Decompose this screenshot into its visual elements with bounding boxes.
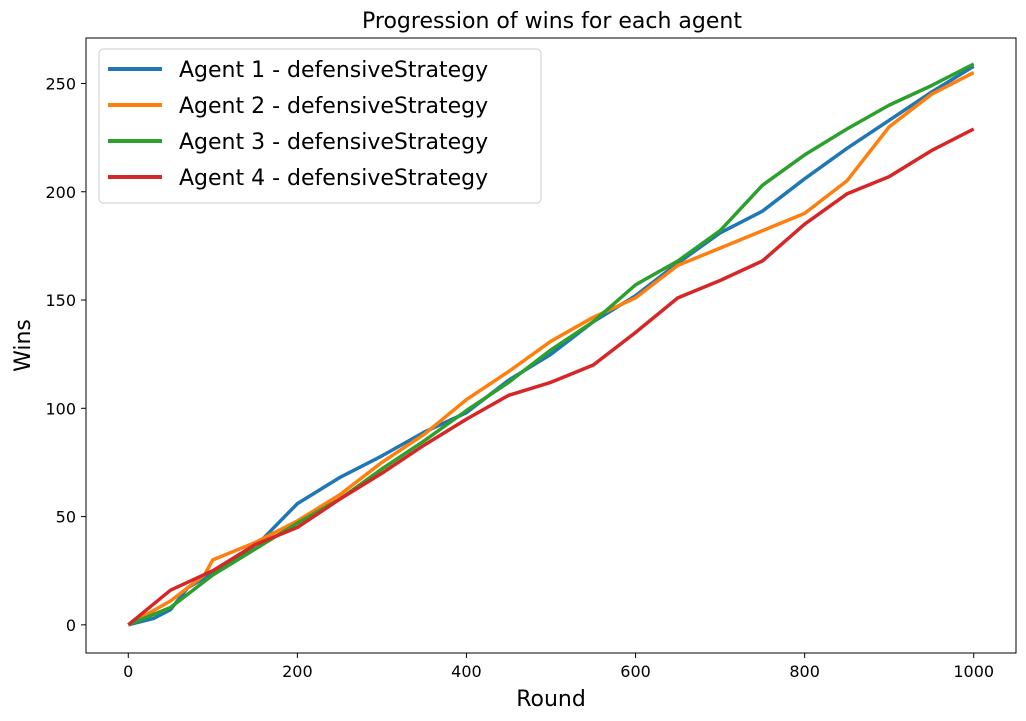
x-tick-label: 600 xyxy=(620,662,651,681)
y-axis-label: Wins xyxy=(11,319,36,372)
series-line-agent-4 xyxy=(127,127,975,627)
legend: Agent 1 - defensiveStrategy Agent 2 - def… xyxy=(98,48,542,204)
legend-label-agent-4: Agent 4 - defensiveStrategy xyxy=(179,166,488,191)
y-tick-label: 150 xyxy=(45,291,76,310)
plot-frame xyxy=(85,37,1017,654)
y-tick-label: 50 xyxy=(56,508,76,527)
series-line-agent-2 xyxy=(127,71,975,627)
y-axis: 0 50 100 150 200 250 xyxy=(45,74,86,635)
x-tick-label: 200 xyxy=(282,662,313,681)
x-axis-label: Round xyxy=(516,687,586,712)
y-tick-label: 100 xyxy=(45,399,76,418)
chart-title: Progression of wins for each agent xyxy=(362,9,742,34)
x-axis: 0 200 400 600 800 1000 xyxy=(123,653,994,681)
legend-box xyxy=(98,48,542,204)
series-lines xyxy=(127,62,975,627)
legend-label-agent-2: Agent 2 - defensiveStrategy xyxy=(179,94,488,119)
y-tick-label: 0 xyxy=(66,616,76,635)
y-tick-label: 250 xyxy=(45,74,76,93)
legend-label-agent-3: Agent 3 - defensiveStrategy xyxy=(179,130,488,155)
x-tick-label: 0 xyxy=(123,662,133,681)
plot-area: 0 200 400 600 800 1000 0 50 100 150 200 250 xyxy=(45,37,1017,681)
y-tick-label: 200 xyxy=(45,183,76,202)
legend-label-agent-1: Agent 1 - defensiveStrategy xyxy=(179,58,488,83)
x-tick-label: 1000 xyxy=(953,662,994,681)
x-tick-label: 400 xyxy=(451,662,482,681)
x-tick-label: 800 xyxy=(789,662,820,681)
